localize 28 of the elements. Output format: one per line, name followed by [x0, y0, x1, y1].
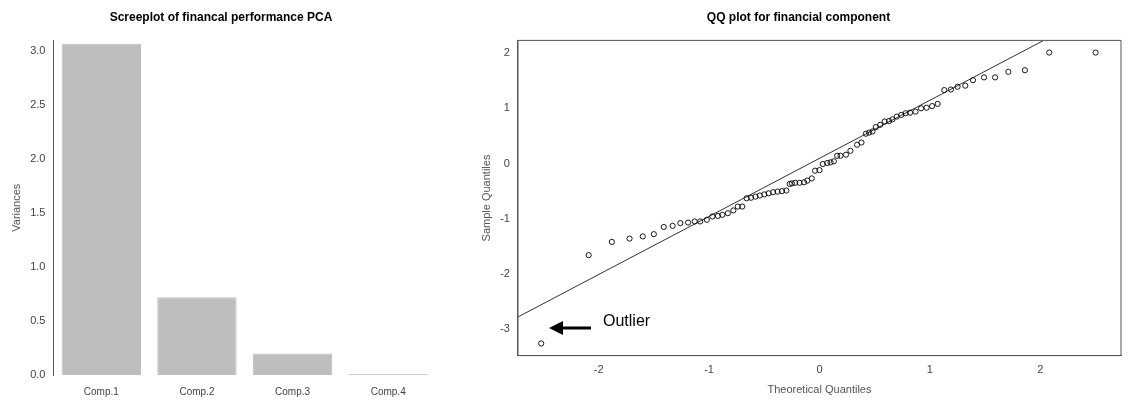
- annotation: Outlier: [602, 312, 651, 330]
- y-tick-label: -1: [500, 211, 510, 224]
- y-tick-label: -3: [500, 322, 510, 335]
- chart-title: QQ plot for financial component: [706, 9, 891, 24]
- x-tick-label: Comp.4: [370, 385, 407, 397]
- y-tick-label: 0.5: [30, 314, 46, 327]
- chart-title: Screeplot of financal performance PCA: [109, 9, 333, 24]
- x-tick-label: -2: [593, 363, 604, 376]
- y-tick-label: 2.5: [30, 98, 46, 111]
- x-tick-label: Comp.2: [179, 385, 215, 397]
- y-axis-title: Variances: [9, 183, 22, 232]
- x-tick-label: 0: [816, 363, 823, 376]
- y-tick-label: 1.0: [30, 260, 46, 273]
- y-tick-label: 0.0: [30, 368, 46, 381]
- y-tick-label: 2.0: [30, 152, 46, 165]
- y-tick-label: 1: [503, 101, 510, 114]
- y-axis-title: Sample Quantiles: [479, 154, 492, 242]
- y-tick-label: 3.0: [30, 44, 46, 57]
- x-tick-label: 1: [926, 363, 933, 376]
- y-tick-label: -2: [500, 266, 510, 279]
- x-tick-label: Comp.1: [83, 385, 120, 397]
- x-tick-label: -1: [704, 363, 714, 376]
- x-tick-label: 2: [1037, 363, 1044, 376]
- y-tick-label: 2: [503, 46, 510, 59]
- x-axis-title: Theoretical Quantiles: [767, 383, 872, 396]
- y-tick-label: 1.5: [30, 206, 46, 219]
- y-tick-label: 0: [503, 156, 510, 169]
- x-tick-label: Comp.3: [275, 385, 311, 397]
